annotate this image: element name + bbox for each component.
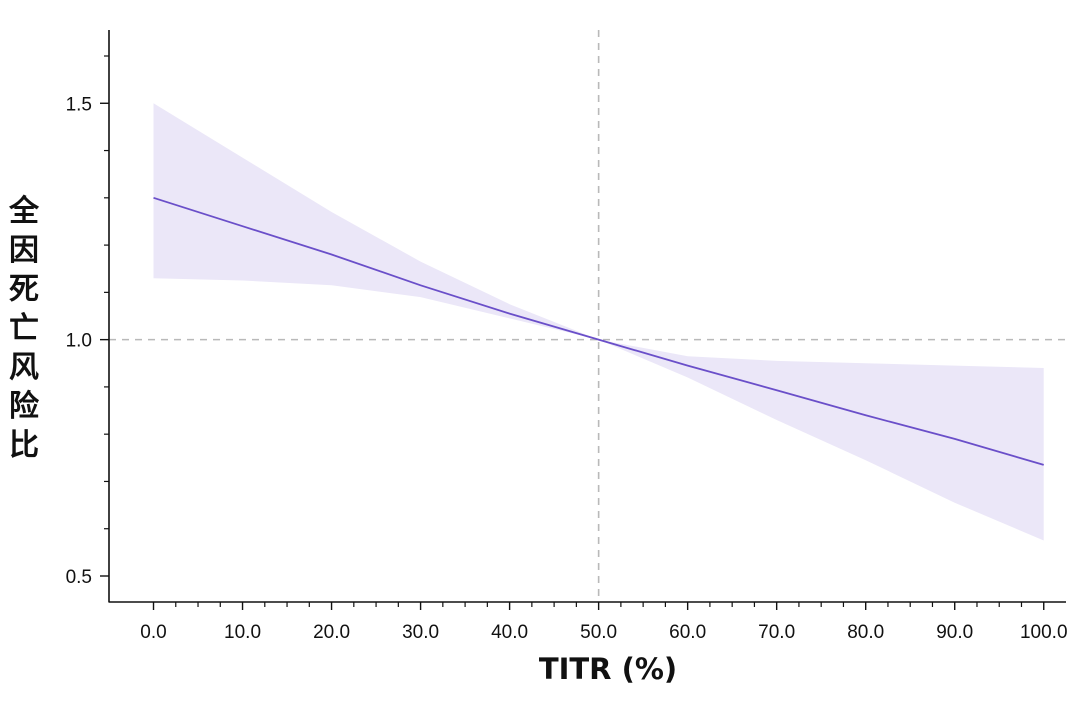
y-axis-title-char: 死 xyxy=(9,272,39,307)
y-tick-label: 1.5 xyxy=(66,94,92,115)
x-tick-label: 60.0 xyxy=(669,622,706,643)
x-tick-label: 50.0 xyxy=(580,622,617,643)
confidence-band xyxy=(153,103,1044,541)
x-tick-label: 90.0 xyxy=(936,622,973,643)
y-tick-label: 0.5 xyxy=(66,567,92,588)
x-tick-label: 10.0 xyxy=(224,622,261,643)
x-tick-label: 30.0 xyxy=(402,622,439,643)
y-axis-title-char: 险 xyxy=(9,389,40,424)
plot-area xyxy=(109,30,1066,602)
y-axis-title-char: 因 xyxy=(9,233,39,268)
x-tick-label: 0.0 xyxy=(140,622,166,643)
axes: 0.0 10.0 20.0 30.0 40.0 50.0 60.0 70.0 80.0 90.0 1… xyxy=(66,30,1068,643)
hr-line xyxy=(153,196,1044,466)
y-axis-title-char: 全 xyxy=(8,194,40,229)
x-tick-label: 100.0 xyxy=(1020,622,1068,643)
x-axis-title: TITR (%) xyxy=(539,652,677,686)
x-tick-label: 40.0 xyxy=(491,622,528,643)
x-tick-label: 70.0 xyxy=(758,622,795,643)
y-axis-title-char: 风 xyxy=(9,350,39,385)
x-tick-label: 80.0 xyxy=(847,622,884,643)
y-tick-label: 1.0 xyxy=(66,331,92,352)
y-axis-title-char: 亡 xyxy=(9,311,39,346)
y-axis-title-char: 比 xyxy=(9,428,39,463)
x-tick-label: 20.0 xyxy=(313,622,350,643)
